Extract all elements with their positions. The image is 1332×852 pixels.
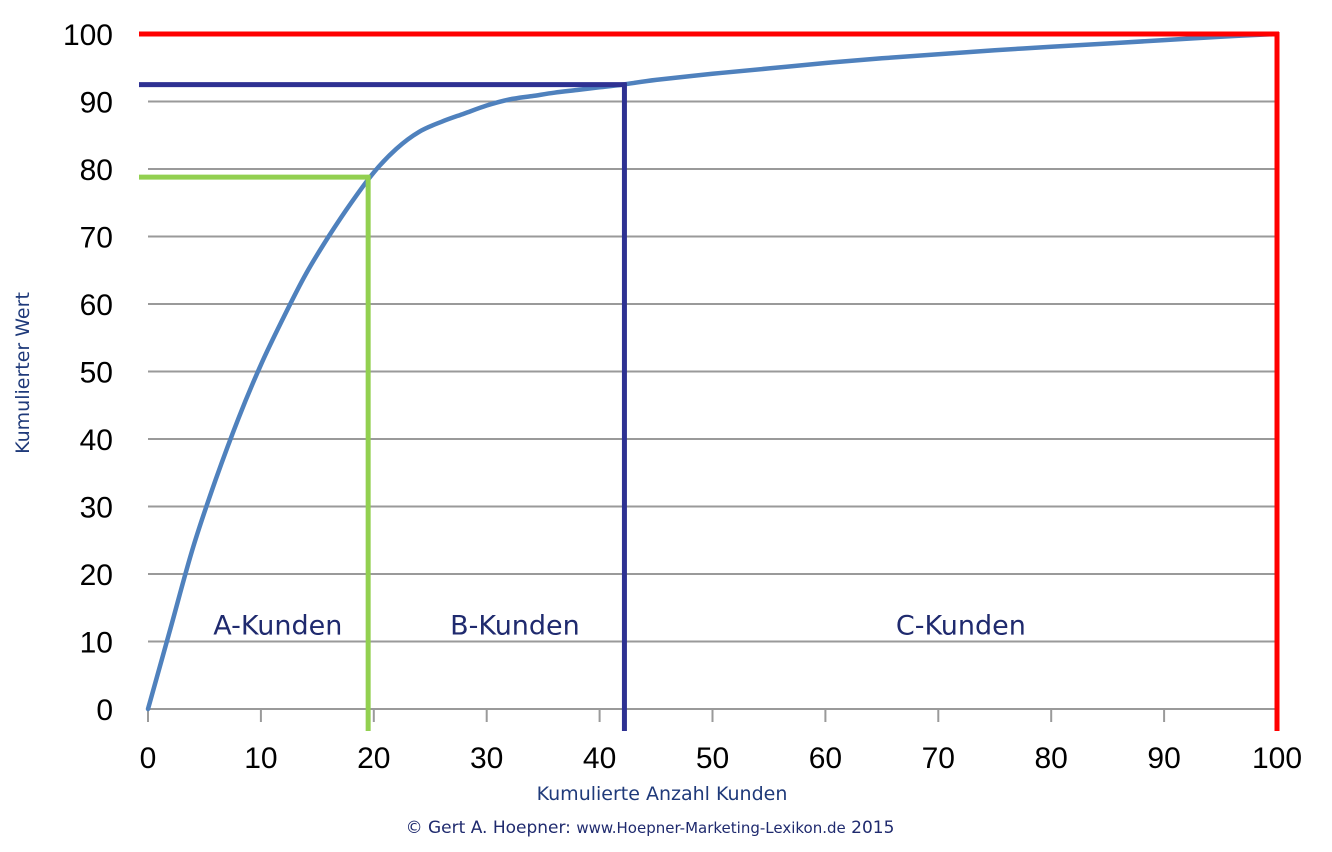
y-tick-label-70: 70 xyxy=(80,222,113,255)
y-tick-label-100: 100 xyxy=(63,19,113,52)
x-tick-label-10: 10 xyxy=(244,742,277,775)
x-tick-label-90: 90 xyxy=(1147,742,1180,775)
abc-boundaries xyxy=(139,31,1280,731)
x-tick-labels: 0 10 20 30 40 50 60 70 80 90 100 xyxy=(140,742,1302,775)
region-label-c-kunden: C-Kunden xyxy=(896,611,1026,642)
credit-suffix: 2015 xyxy=(846,818,895,838)
x-tick-label-60: 60 xyxy=(809,742,842,775)
credit-prefix: © Gert A. Hoepner: xyxy=(406,818,577,838)
y-tick-label-40: 40 xyxy=(80,424,113,457)
x-tick-label-30: 30 xyxy=(470,742,503,775)
y-tick-label-50: 50 xyxy=(80,357,113,390)
y-tick-label-90: 90 xyxy=(80,87,113,120)
x-tick-label-70: 70 xyxy=(922,742,955,775)
x-tick-label-80: 80 xyxy=(1035,742,1068,775)
y-tick-label-10: 10 xyxy=(80,627,113,660)
y-tick-label-0: 0 xyxy=(96,694,113,727)
x-tick-label-50: 50 xyxy=(696,742,729,775)
copyright-credit: © Gert A. Hoepner: www.Hoepner-Marketing… xyxy=(406,818,895,838)
y-axis-title: Kumulierter Wert xyxy=(12,292,34,454)
region-labels: A-Kunden B-Kunden C-Kunden xyxy=(213,611,1026,642)
y-tick-label-20: 20 xyxy=(80,559,113,592)
y-tick-label-30: 30 xyxy=(80,492,113,525)
region-label-b-kunden: B-Kunden xyxy=(450,611,580,642)
x-tick-label-0: 0 xyxy=(140,742,157,775)
credit-site: www.Hoepner-Marketing-Lexikon.de xyxy=(576,819,845,837)
cumulative-curve xyxy=(145,31,1280,712)
series-line-0 xyxy=(145,31,1280,712)
y-tick-label-80: 80 xyxy=(80,154,113,187)
x-axis xyxy=(147,708,1278,722)
x-tick-label-20: 20 xyxy=(357,742,390,775)
y-tick-label-60: 60 xyxy=(80,289,113,322)
region-label-a-kunden: A-Kunden xyxy=(213,611,342,642)
x-axis-title: Kumulierte Anzahl Kunden xyxy=(537,783,788,805)
gridlines xyxy=(148,33,1277,643)
x-tick-label-40: 40 xyxy=(583,742,616,775)
y-tick-labels: 0 10 20 30 40 50 60 70 80 90 100 xyxy=(63,19,113,727)
x-tick-label-100: 100 xyxy=(1252,742,1302,775)
